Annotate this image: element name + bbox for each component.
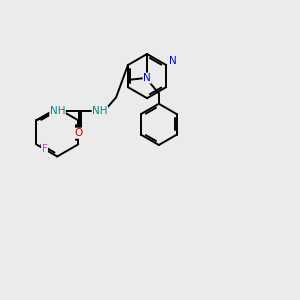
Text: F: F xyxy=(42,144,47,154)
Text: O: O xyxy=(75,128,83,138)
Text: NH: NH xyxy=(92,106,108,116)
Text: N: N xyxy=(143,73,151,83)
Text: N: N xyxy=(169,56,176,66)
Text: NH: NH xyxy=(50,106,65,116)
